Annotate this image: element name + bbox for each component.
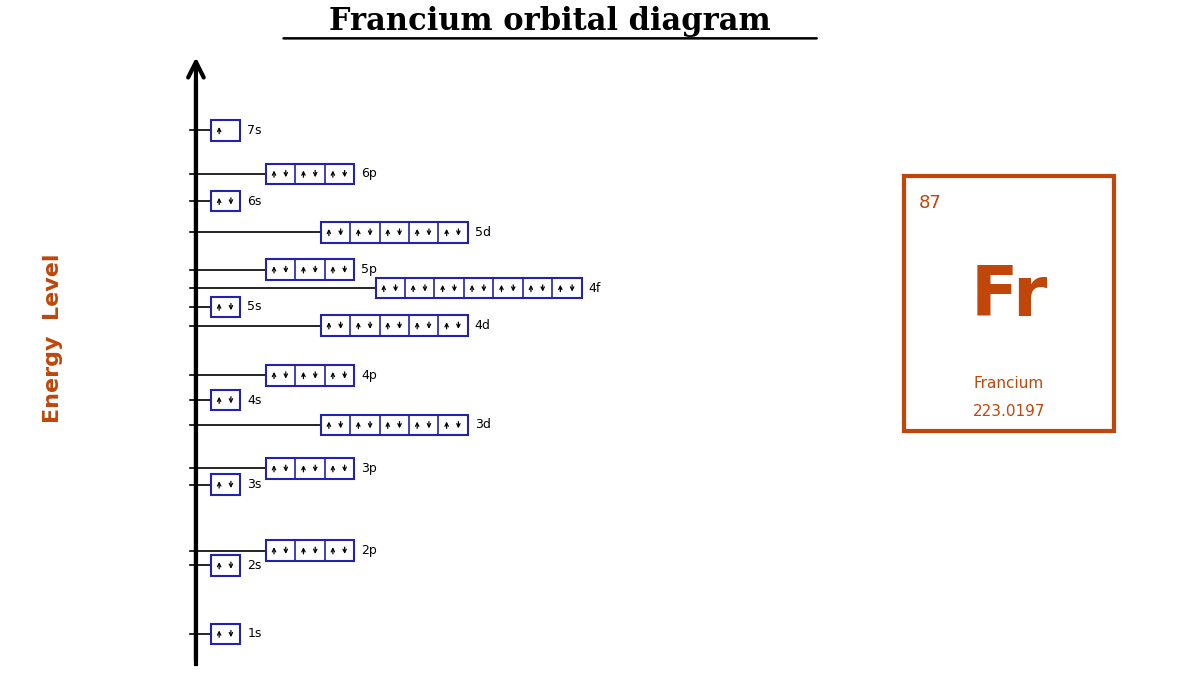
Bar	[211, 475, 240, 495]
Bar	[211, 191, 240, 211]
Text: 4f: 4f	[588, 281, 601, 295]
Text: 2p: 2p	[361, 544, 377, 557]
Text: 87: 87	[918, 194, 941, 212]
Text: 2s: 2s	[247, 559, 262, 572]
Bar	[320, 222, 468, 242]
Text: 6s: 6s	[247, 194, 262, 208]
Text: 3s: 3s	[247, 478, 262, 491]
Bar	[265, 365, 354, 385]
Text: 5p: 5p	[361, 263, 377, 276]
Bar	[211, 296, 240, 317]
Text: 4p: 4p	[361, 369, 377, 382]
Bar	[376, 278, 582, 298]
Text: 1s: 1s	[247, 627, 262, 641]
Bar	[265, 259, 354, 280]
Text: Fr: Fr	[971, 263, 1048, 329]
Text: 3d: 3d	[475, 418, 491, 431]
Text: 3p: 3p	[361, 462, 377, 475]
Text: 5d: 5d	[475, 226, 491, 239]
Bar	[211, 120, 240, 140]
Bar	[320, 315, 468, 335]
Bar	[265, 458, 354, 479]
Text: 7s: 7s	[247, 124, 262, 137]
Bar	[265, 163, 354, 184]
Text: 4d: 4d	[475, 319, 491, 332]
Text: Francium orbital diagram: Francium orbital diagram	[329, 6, 770, 37]
Text: 6p: 6p	[361, 167, 377, 180]
Bar	[265, 540, 354, 561]
Text: Energy  Level: Energy Level	[43, 253, 64, 423]
Text: 4s: 4s	[247, 394, 262, 406]
Bar	[905, 176, 1114, 431]
Bar	[211, 390, 240, 410]
Bar	[211, 624, 240, 644]
Text: 223.0197: 223.0197	[973, 404, 1045, 418]
Text: Francium: Francium	[974, 377, 1044, 392]
Bar	[320, 414, 468, 435]
Bar	[211, 556, 240, 576]
Text: 5s: 5s	[247, 300, 262, 313]
